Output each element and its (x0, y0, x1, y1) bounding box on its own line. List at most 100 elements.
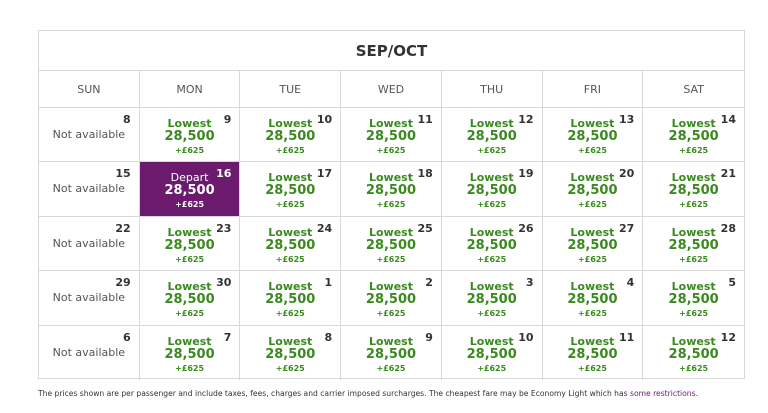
date-cell[interactable]: 21 Lowest 28,500 +£625 (643, 162, 744, 217)
fare-price: 28,500 (265, 129, 316, 144)
date-cell: 8 Not available (39, 108, 140, 163)
day-number: 2 (425, 276, 433, 290)
fare-label: Lowest (469, 117, 514, 130)
date-cell[interactable]: 3 Lowest 28,500 +£625 (441, 271, 543, 326)
day-number: 23 (216, 221, 232, 235)
fare-fee: +£625 (679, 200, 709, 210)
fare-label: Lowest (368, 171, 413, 185)
day-number: 13 (618, 113, 635, 126)
date-cell[interactable]: 20 Lowest 28,500 +£625 (542, 162, 644, 217)
fare-price: 28,500 (567, 346, 618, 362)
date-cell[interactable]: 12 Lowest 28,500 +£625 (643, 326, 744, 380)
date-cell[interactable]: 11 Lowest 28,500 +£625 (341, 108, 442, 163)
fare-label: Lowest (469, 334, 514, 348)
date-cell[interactable]: 4 Lowest 28,500 +£625 (542, 271, 644, 326)
day-number: 9 (425, 330, 433, 344)
date-cell[interactable]: 12 Lowest 28,500 +£625 (441, 108, 543, 163)
day-number: 20 (618, 167, 635, 181)
fare-fee: +£625 (376, 200, 406, 210)
fare-price: 28,500 (567, 292, 618, 308)
fare-price: 28,500 (365, 237, 417, 253)
date-cell[interactable]: 13 Lowest 28,500 +£625 (542, 108, 644, 163)
fare-fee: +£625 (577, 309, 607, 319)
date-cell[interactable]: 19 Lowest 28,500 +£625 (441, 162, 543, 217)
availability: Not available (52, 236, 126, 250)
availability: Not available (52, 291, 126, 305)
date-cell[interactable]: 28 Lowest 28,500 +£625 (643, 217, 744, 272)
fare-fee: +£625 (275, 363, 305, 373)
fare-price: 28,500 (466, 129, 517, 144)
day-number: 25 (417, 221, 433, 235)
footer-note: The prices shown are per passenger and i… (38, 389, 698, 398)
date-cell[interactable]: 25 Lowest 28,500 +£625 (341, 216, 442, 272)
day-number: 21 (720, 167, 736, 181)
day-number: 30 (216, 276, 232, 290)
fare-price: 28,500 (668, 237, 719, 253)
date-cell[interactable]: 30 Lowest 28,500 +£625 (139, 271, 241, 326)
footer-end: . (695, 389, 698, 398)
fare-price: 28,500 (164, 292, 215, 308)
availability: Not available (52, 128, 126, 141)
restrictions-link[interactable]: some restrictions (630, 389, 696, 398)
fare-price: 28,500 (567, 183, 618, 199)
date-cell[interactable]: 8 Lowest 28,500 +£625 (240, 325, 342, 380)
fare-price: 28,500 (265, 292, 316, 308)
date-cell[interactable]: 10 Lowest 28,500 +£625 (240, 108, 342, 163)
fare-price: 28,500 (567, 237, 618, 253)
date-cell[interactable]: 23 Lowest 28,500 +£625 (139, 216, 241, 272)
day-number: 11 (417, 113, 433, 126)
date-cell[interactable]: 18 Lowest 28,500 +£625 (341, 162, 442, 217)
date-cell[interactable]: 24 Lowest 28,500 +£625 (240, 216, 342, 272)
selected-date-cell[interactable]: 16 Depart 28,500 +£625 (139, 162, 241, 217)
fare-price: 28,500 (365, 292, 417, 308)
fare-label: Lowest (570, 117, 615, 130)
date-cell[interactable]: 10 Lowest 28,500 +£625 (442, 325, 543, 380)
fare-label: Lowest (671, 280, 716, 294)
day-number: 1 (324, 276, 333, 290)
date-cell[interactable]: 9 Lowest 28,500 +£625 (341, 325, 442, 380)
fare-price: 28,500 (164, 183, 215, 199)
date-cell[interactable]: 14 Lowest 28,500 +£625 (643, 108, 744, 163)
day-number: 11 (618, 330, 635, 344)
fare-fee: +£625 (477, 146, 507, 155)
day-number: 22 (115, 221, 131, 235)
day-name: WED (341, 71, 442, 108)
fare-fee: +£625 (275, 200, 305, 210)
day-name: SUN (39, 71, 140, 108)
fare-price: 28,500 (164, 129, 215, 144)
day-number: 29 (115, 276, 131, 290)
fare-label: Lowest (469, 225, 514, 239)
fare-fee: +£625 (477, 309, 507, 319)
fare-price: 28,500 (164, 346, 215, 362)
fare-fee: +£625 (679, 146, 709, 155)
fare-fee: +£625 (275, 254, 305, 264)
date-cell[interactable]: 17 Lowest 28,500 +£625 (240, 162, 342, 217)
day-name: TUE (240, 71, 342, 108)
fare-label: Lowest (167, 280, 212, 294)
day-number: 10 (518, 330, 534, 344)
fare-label: Lowest (469, 171, 514, 185)
day-name: THU (441, 71, 543, 108)
date-cell[interactable]: 1 Lowest 28,500 +£625 (240, 271, 342, 326)
date-cell[interactable]: 5 Lowest 28,500 +£625 (643, 271, 744, 326)
day-number: 8 (123, 113, 131, 126)
day-number: 16 (216, 167, 232, 181)
date-cell[interactable]: 27 Lowest 28,500 +£625 (542, 216, 644, 272)
fare-price: 28,500 (365, 346, 417, 362)
fare-fee: +£625 (275, 146, 305, 155)
fare-label: Lowest (368, 225, 413, 239)
date-cell[interactable]: 7 Lowest 28,500 +£625 (140, 325, 241, 380)
footer-text: The prices shown are per passenger and i… (38, 389, 631, 398)
fare-fee: +£625 (679, 309, 709, 319)
fare-price: 28,500 (365, 183, 417, 199)
fare-label: Lowest (167, 225, 212, 239)
fare-label: Lowest (167, 334, 212, 348)
date-cell[interactable]: 2 Lowest 28,500 +£625 (341, 271, 442, 326)
day-number: 7 (223, 330, 232, 344)
fare-label: Lowest (268, 225, 313, 239)
date-cell[interactable]: 9 Lowest 28,500 +£625 (139, 108, 241, 163)
date-cell: 15 Not available (39, 162, 140, 217)
day-number: 10 (316, 113, 333, 126)
date-cell[interactable]: 26 Lowest 28,500 +£625 (441, 216, 543, 272)
date-cell[interactable]: 11 Lowest 28,500 +£625 (543, 325, 644, 380)
